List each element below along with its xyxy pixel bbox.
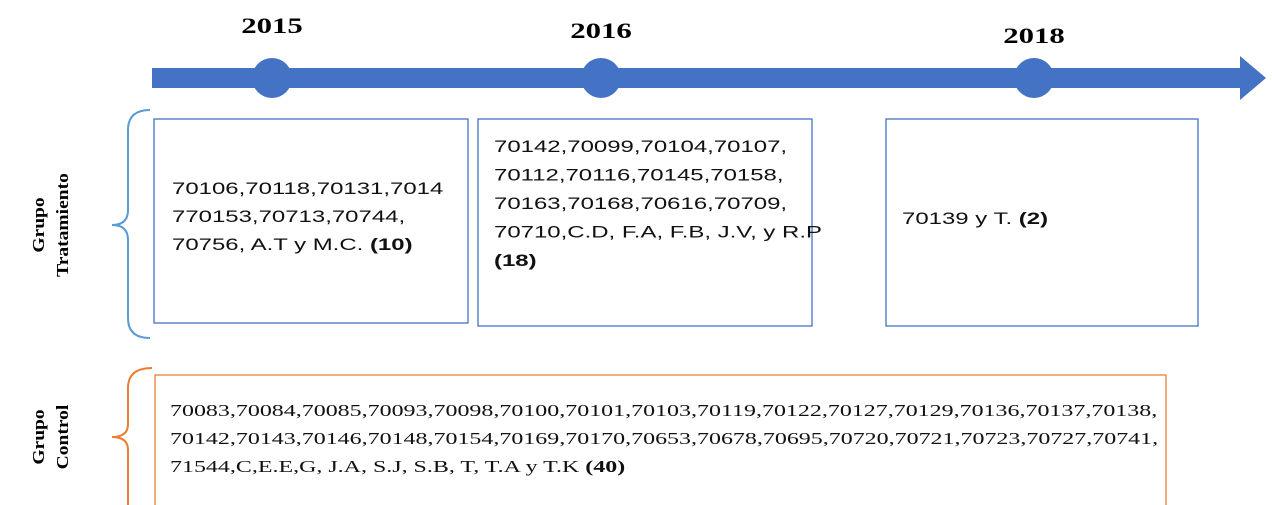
box-text: 770153,70713,70744,: [172, 208, 405, 227]
box-text: 70083,70084,70085,70093,70098,70100,7010…: [170, 401, 1157, 420]
box-line: 70112,70116,70145,70158,: [494, 166, 784, 185]
count: (40): [585, 457, 625, 476]
box-text: 70139 y T. (2): [902, 210, 1048, 229]
box-line: 70142,70143,70146,70148,70154,70169,7017…: [170, 429, 1158, 448]
box-text: 70163,70168,70616,70709,: [494, 195, 787, 214]
count: (18): [494, 252, 537, 271]
timeline-arrow: [152, 68, 1244, 88]
box-line: 70142,70099,70104,70107,: [494, 138, 787, 157]
year-label: 2015: [241, 13, 303, 38]
box: [153, 118, 469, 324]
year-label: 2018: [1003, 23, 1065, 48]
box-text: 70710,C.D, F.A, F.B, J.V, y R.P: [494, 223, 822, 242]
box-text: 71544,C,E.E,G, J.A, S.J, S.B, T, T.A y T…: [170, 457, 625, 476]
group-label: Tratamiento: [53, 173, 72, 277]
arrow-head: [1240, 56, 1266, 100]
group-label: Grupo: [29, 197, 48, 252]
group-label: Control: [53, 405, 72, 470]
box-text: 70112,70116,70145,70158,: [494, 166, 784, 185]
milestone: [581, 58, 621, 98]
bracket: [111, 109, 151, 339]
box-line: 71544,C,E.E,G, J.A, S.J, S.B, T, T.A y T…: [170, 457, 579, 476]
box: [154, 374, 1167, 505]
box: [477, 118, 813, 327]
box-line: 770153,70713,70744,: [172, 208, 405, 227]
box-line: 70083,70084,70085,70093,70098,70100,7010…: [170, 401, 1157, 420]
box: [885, 118, 1199, 327]
box-line: 70710,C.D, F.A, F.B, J.V, y R.P: [494, 223, 822, 242]
box-text: 70756, A.T y M.C. (10): [172, 236, 413, 255]
box-line: 70163,70168,70616,70709,: [494, 195, 787, 214]
box-line: 70106,70118,70131,7014: [172, 180, 443, 199]
box-text: 70142,70143,70146,70148,70154,70169,7017…: [170, 429, 1158, 448]
year-label: 2016: [570, 18, 632, 43]
box-text: (18): [494, 252, 537, 271]
box-line: 70756, A.T y M.C.: [172, 236, 363, 255]
box-text: 70142,70099,70104,70107,: [494, 138, 787, 157]
box-line: 70139 y T.: [902, 210, 1012, 229]
milestone: [252, 58, 292, 98]
milestone: [1014, 58, 1054, 98]
count: (10): [370, 236, 413, 255]
box-text: 70106,70118,70131,7014: [172, 180, 443, 199]
count: (2): [1019, 210, 1048, 229]
group-label: Grupo: [29, 409, 48, 464]
bracket: [111, 367, 153, 505]
